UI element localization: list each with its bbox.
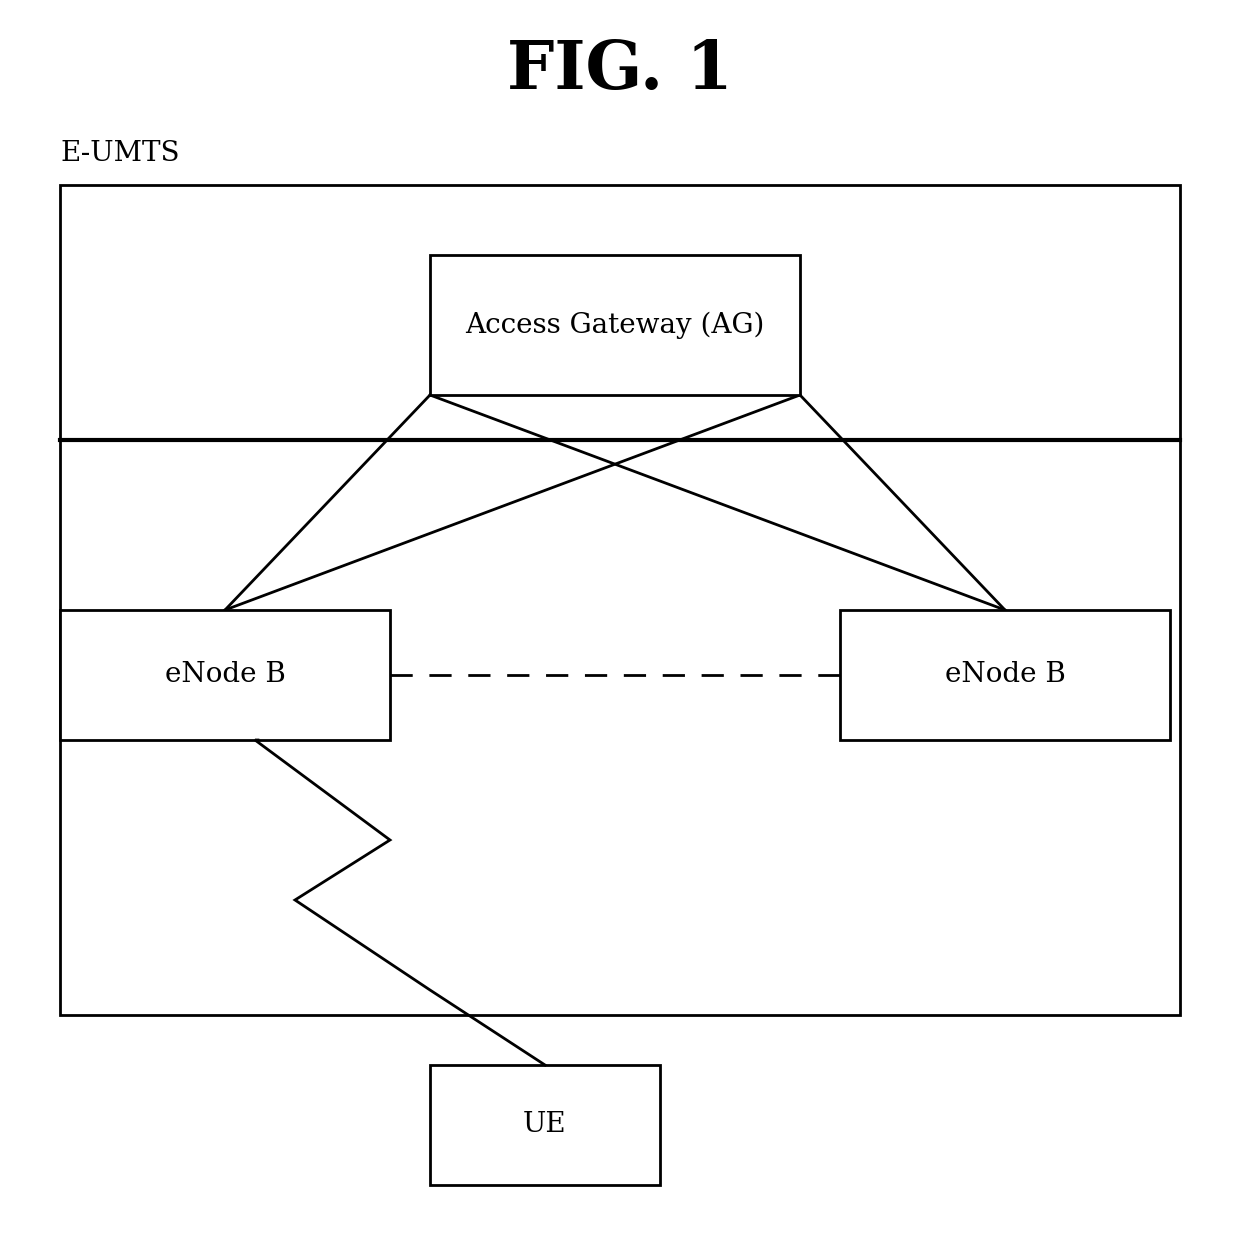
Text: E-UMTS: E-UMTS [60, 140, 180, 168]
Text: UE: UE [523, 1111, 567, 1139]
Text: FIG. 1: FIG. 1 [507, 38, 733, 102]
Text: Access Gateway (AG): Access Gateway (AG) [465, 311, 765, 339]
Text: eNode B: eNode B [945, 662, 1065, 688]
Bar [430, 255, 800, 394]
Bar [60, 610, 391, 740]
Bar [839, 610, 1171, 740]
Text: eNode B: eNode B [165, 662, 285, 688]
Text: Core Network (CN): Core Network (CN) [482, 306, 758, 334]
Bar [60, 185, 1180, 1016]
Bar [430, 1065, 660, 1184]
